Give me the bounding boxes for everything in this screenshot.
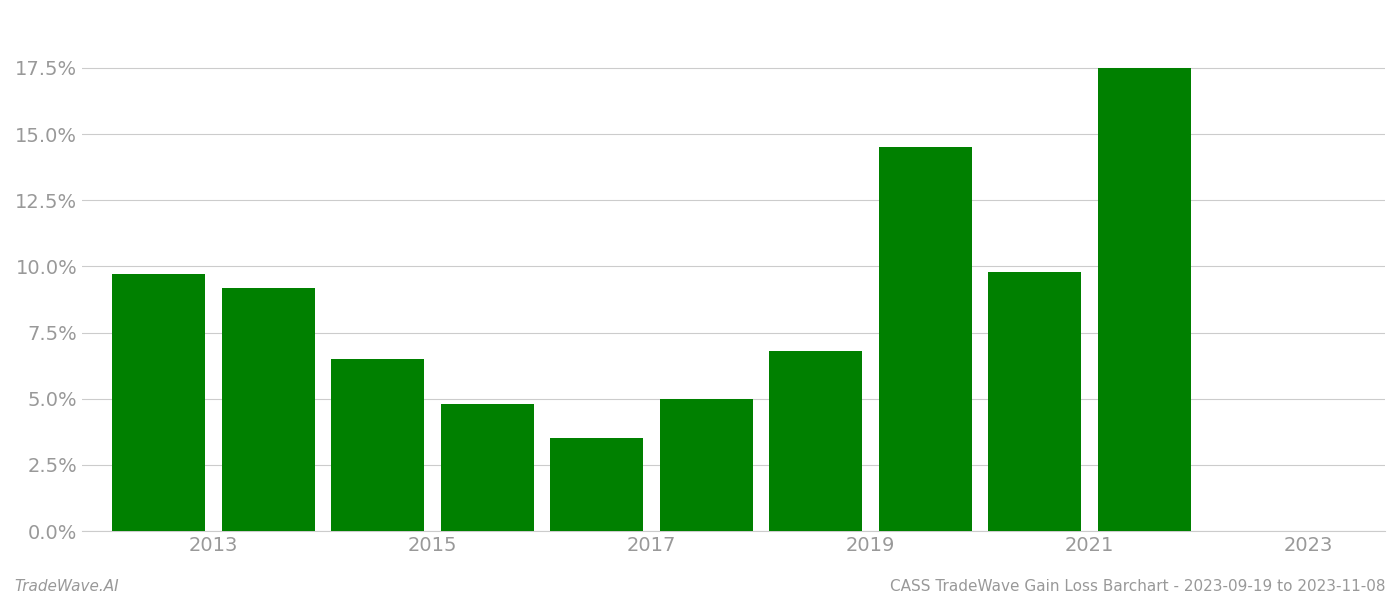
- Text: TradeWave.AI: TradeWave.AI: [14, 579, 119, 594]
- Bar: [1098, 68, 1190, 531]
- Bar: [769, 351, 862, 531]
- Bar: [441, 404, 533, 531]
- Text: CASS TradeWave Gain Loss Barchart - 2023-09-19 to 2023-11-08: CASS TradeWave Gain Loss Barchart - 2023…: [890, 579, 1386, 594]
- Bar: [988, 272, 1081, 531]
- Bar: [550, 439, 643, 531]
- Bar: [659, 399, 753, 531]
- Bar: [221, 287, 315, 531]
- Bar: [112, 274, 206, 531]
- Bar: [330, 359, 424, 531]
- Bar: [879, 148, 972, 531]
